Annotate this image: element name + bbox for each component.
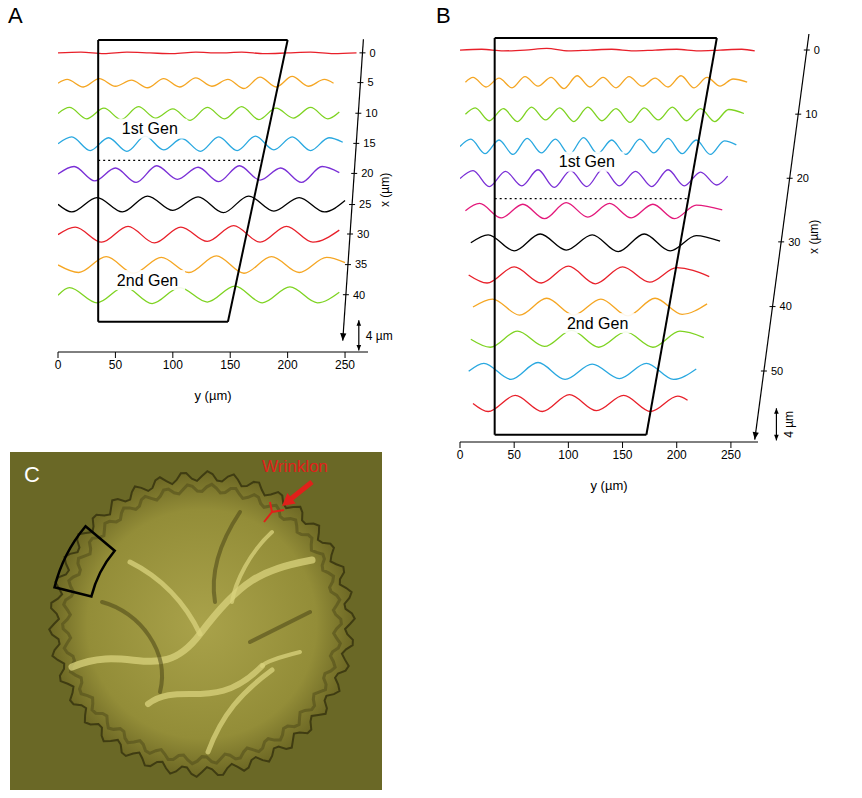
svg-text:250: 250 (721, 448, 741, 462)
svg-text:x (µm): x (µm) (807, 220, 821, 254)
svg-text:50: 50 (109, 358, 123, 372)
svg-text:15: 15 (363, 137, 375, 149)
svg-text:10: 10 (365, 107, 377, 119)
svg-text:30: 30 (357, 228, 369, 240)
svg-text:0: 0 (457, 448, 464, 462)
svg-text:1st Gen: 1st Gen (559, 153, 615, 170)
svg-text:35: 35 (355, 258, 367, 270)
html-text:A: A (8, 3, 23, 28)
svg-text:40: 40 (353, 289, 365, 301)
svg-text:50: 50 (508, 448, 522, 462)
svg-text:2nd Gen: 2nd Gen (567, 315, 628, 332)
svg-text:40: 40 (780, 300, 792, 312)
svg-text:y (µm): y (µm) (194, 388, 231, 403)
svg-text:Wrinklon: Wrinklon (262, 457, 328, 476)
svg-text:20: 20 (797, 172, 809, 184)
svg-text:5: 5 (367, 76, 373, 88)
svg-text:x (µm): x (µm) (378, 173, 392, 207)
svg-text:0: 0 (55, 358, 62, 372)
svg-text:1st Gen: 1st Gen (122, 120, 178, 137)
svg-text:150: 150 (220, 358, 240, 372)
html-text:B: B (436, 3, 451, 28)
svg-text:100: 100 (163, 358, 183, 372)
svg-text:10: 10 (805, 108, 817, 120)
svg-text:0: 0 (369, 47, 375, 59)
svg-text:30: 30 (788, 236, 800, 248)
svg-text:4 µm: 4 µm (366, 329, 393, 343)
svg-text:100: 100 (558, 448, 578, 462)
svg-text:4 µm: 4 µm (782, 411, 796, 438)
svg-text:150: 150 (613, 448, 633, 462)
svg-text:20: 20 (361, 167, 373, 179)
svg-text:0: 0 (814, 44, 820, 56)
svg-text:25: 25 (359, 198, 371, 210)
svg-text:200: 200 (667, 448, 687, 462)
svg-text:200: 200 (278, 358, 298, 372)
svg-text:y (µm): y (µm) (590, 478, 627, 493)
svg-text:2nd Gen: 2nd Gen (117, 272, 178, 289)
svg-text:250: 250 (335, 358, 355, 372)
svg-text:C: C (24, 462, 40, 487)
svg-text:50: 50 (771, 365, 783, 377)
